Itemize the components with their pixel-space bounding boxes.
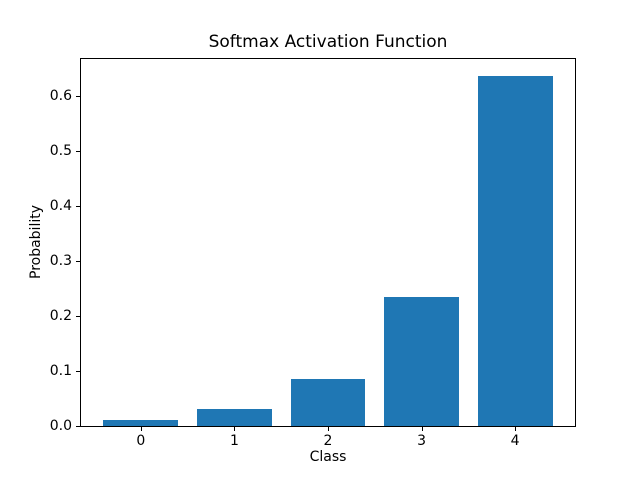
bar-class-4 xyxy=(477,76,553,426)
x-tick-label: 1 xyxy=(229,433,239,449)
y-tick-mark xyxy=(76,261,80,263)
bar-class-2 xyxy=(290,378,366,426)
plot-area xyxy=(80,58,576,427)
y-tick-mark xyxy=(76,371,80,373)
y-tick-mark xyxy=(76,426,80,427)
y-tick-label: 0.0 xyxy=(49,418,72,434)
x-tick-mark xyxy=(234,427,236,431)
y-tick-mark xyxy=(76,206,80,208)
y-tick-mark xyxy=(76,96,80,98)
y-tick-label: 0.4 xyxy=(49,198,72,215)
y-tick-label: 0.6 xyxy=(49,88,72,105)
y-tick-mark xyxy=(76,151,80,153)
chart-title: Softmax Activation Function xyxy=(208,32,448,52)
y-tick-mark xyxy=(76,316,80,318)
y-tick-label: 0.5 xyxy=(49,143,72,160)
y-tick-label: 0.2 xyxy=(49,308,72,325)
bar-class-3 xyxy=(384,297,459,426)
x-tick-label: 2 xyxy=(323,433,333,449)
bar-class-0 xyxy=(103,419,179,426)
x-tick-label: 4 xyxy=(510,433,520,449)
x-tick-mark xyxy=(328,427,329,431)
bar-class-1 xyxy=(197,408,272,426)
y-tick-label: 0.1 xyxy=(49,363,72,380)
x-tick-label: 0 xyxy=(136,433,146,449)
x-tick-mark xyxy=(515,427,517,431)
x-tick-label: 3 xyxy=(417,433,426,449)
x-tick-mark xyxy=(140,427,142,431)
x-tick-mark xyxy=(421,427,423,431)
y-tick-label: 0.3 xyxy=(49,253,72,270)
x-axis-label: Class xyxy=(309,449,347,465)
